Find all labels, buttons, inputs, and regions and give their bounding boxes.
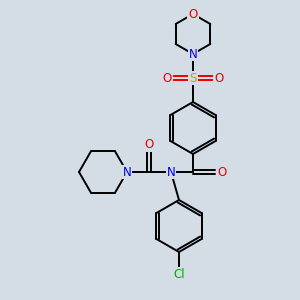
Text: O: O xyxy=(214,71,224,85)
Text: O: O xyxy=(218,166,226,178)
Text: N: N xyxy=(123,166,131,178)
Text: S: S xyxy=(189,71,197,85)
Text: N: N xyxy=(189,47,197,61)
Text: O: O xyxy=(144,139,154,152)
Text: O: O xyxy=(162,71,172,85)
Text: O: O xyxy=(188,8,198,20)
Text: N: N xyxy=(167,166,176,178)
Text: Cl: Cl xyxy=(173,268,185,281)
